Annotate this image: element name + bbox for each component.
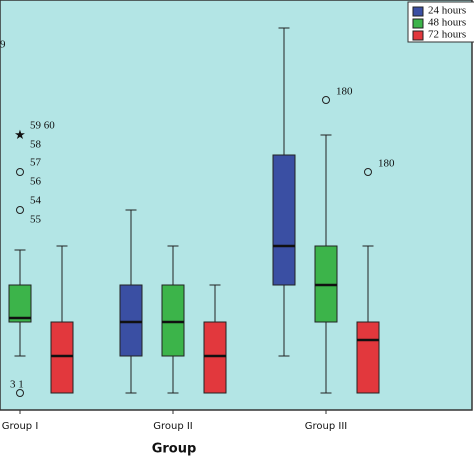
outlier-label: 56 bbox=[30, 176, 42, 188]
outlier-label: 58 bbox=[30, 139, 42, 151]
x-axis-title: Group bbox=[152, 442, 197, 457]
outlier: ★ bbox=[14, 127, 26, 142]
box bbox=[8, 284, 32, 323]
outlier-label: 55 bbox=[30, 214, 42, 226]
legend-swatch bbox=[412, 30, 424, 41]
outlier bbox=[16, 389, 24, 397]
outlier bbox=[364, 168, 372, 176]
legend-swatch bbox=[412, 18, 424, 29]
outlier-label: 9 bbox=[0, 39, 6, 51]
outlier bbox=[322, 96, 330, 104]
outlier-label: 180 bbox=[378, 158, 395, 170]
outlier-label: 59 60 bbox=[30, 120, 55, 132]
box bbox=[272, 154, 296, 286]
outlier bbox=[16, 168, 24, 176]
x-tick-label: Group III bbox=[305, 421, 347, 432]
box bbox=[119, 284, 143, 357]
legend-label: 48 hours bbox=[428, 17, 466, 29]
outlier bbox=[16, 206, 24, 214]
box bbox=[50, 321, 74, 394]
box bbox=[356, 321, 380, 394]
plot-area bbox=[0, 0, 473, 411]
legend-swatch bbox=[412, 6, 424, 17]
box bbox=[203, 321, 227, 394]
outlier-label: 54 bbox=[30, 195, 42, 207]
outlier-label: 57 bbox=[30, 157, 42, 169]
x-tick-label: Group II bbox=[153, 421, 193, 432]
legend-label: 24 hours bbox=[428, 5, 466, 17]
outlier-label: 3 1 bbox=[10, 379, 24, 391]
legend-label: 72 hours bbox=[428, 29, 466, 41]
x-tick-label: Group I bbox=[2, 421, 39, 432]
box bbox=[161, 284, 185, 357]
outlier-label: 180 bbox=[336, 86, 353, 98]
